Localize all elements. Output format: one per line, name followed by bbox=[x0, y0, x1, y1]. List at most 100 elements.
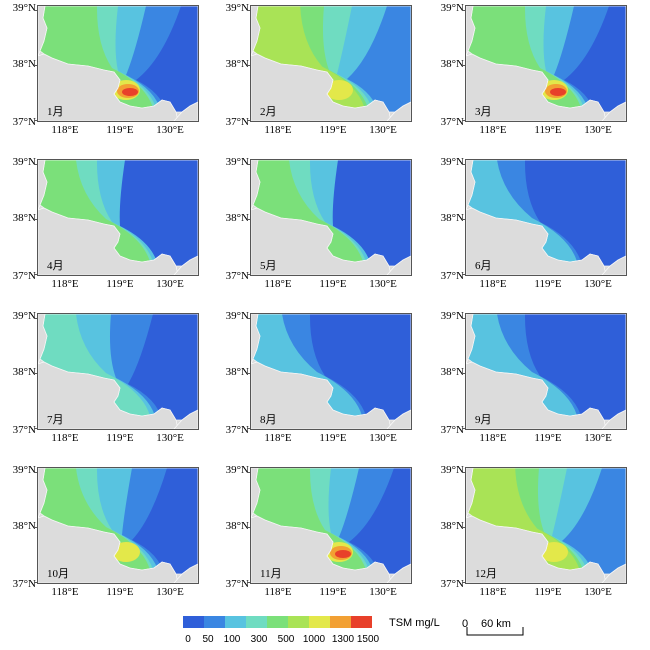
map-panel: 39°N 38°N 37°N 118°E 119°E 130°E 12月 bbox=[428, 462, 628, 612]
y-tick-label: 38°N bbox=[225, 212, 249, 224]
coastline bbox=[252, 314, 411, 421]
x-tick-label: 118°E bbox=[51, 586, 79, 598]
y-tick-label: 39°N bbox=[440, 156, 464, 168]
tsm-map bbox=[465, 159, 627, 276]
tsm-map-svg bbox=[251, 160, 411, 275]
axis-tick bbox=[247, 274, 250, 275]
coastline bbox=[252, 160, 411, 267]
x-tick-label: 130°E bbox=[369, 124, 397, 136]
tsm-map-svg bbox=[466, 468, 626, 583]
tsm-map-svg bbox=[251, 468, 411, 583]
axis-tick bbox=[462, 65, 465, 66]
axis-tick bbox=[462, 219, 465, 220]
legend-tick-label: 1000 bbox=[302, 634, 326, 645]
y-tick-label: 38°N bbox=[440, 520, 464, 532]
axis-tick bbox=[462, 472, 465, 473]
scale-start: 0 bbox=[462, 618, 469, 630]
x-tick-label: 118°E bbox=[264, 278, 292, 290]
legend-swatch bbox=[225, 616, 246, 628]
coastline bbox=[467, 468, 626, 575]
axis-tick bbox=[34, 318, 37, 319]
month-label: 4月 bbox=[47, 260, 64, 272]
x-tick-label: 130°E bbox=[584, 586, 612, 598]
month-label: 7月 bbox=[47, 414, 64, 426]
x-tick-label: 119°E bbox=[534, 432, 562, 444]
coastline bbox=[252, 468, 411, 575]
tsm-map-svg bbox=[38, 468, 198, 583]
month-label: 3月 bbox=[475, 106, 492, 118]
coastline bbox=[39, 468, 198, 575]
y-tick-label: 37°N bbox=[440, 270, 464, 282]
y-tick-label: 38°N bbox=[225, 366, 249, 378]
x-tick-label: 118°E bbox=[51, 432, 79, 444]
y-tick-label: 37°N bbox=[225, 270, 249, 282]
axis-tick bbox=[34, 274, 37, 275]
tsm-map-svg bbox=[38, 6, 198, 121]
x-tick-label: 118°E bbox=[51, 278, 79, 290]
x-tick-label: 118°E bbox=[264, 586, 292, 598]
y-tick-label: 39°N bbox=[440, 464, 464, 476]
y-tick-label: 38°N bbox=[12, 212, 36, 224]
axis-tick bbox=[34, 373, 37, 374]
y-tick-label: 39°N bbox=[225, 2, 249, 14]
legend-swatch bbox=[351, 616, 372, 628]
x-tick-label: 119°E bbox=[534, 278, 562, 290]
axis-tick bbox=[462, 527, 465, 528]
map-panel: 39°N 38°N 37°N 118°E 119°E 130°E 2月 bbox=[213, 0, 413, 150]
y-tick-label: 39°N bbox=[12, 464, 36, 476]
tsm-map-svg bbox=[38, 160, 198, 275]
y-tick-label: 39°N bbox=[225, 156, 249, 168]
tsm-hotspot bbox=[550, 88, 566, 96]
axis-tick bbox=[462, 164, 465, 165]
axis-tick bbox=[247, 428, 250, 429]
scale-bar-line bbox=[466, 627, 524, 636]
month-label: 2月 bbox=[260, 106, 277, 118]
axis-tick bbox=[462, 582, 465, 583]
tsm-legend: TSM mg/L 0 50 100 300 500 1000 1300 1500 bbox=[183, 616, 453, 650]
y-tick-label: 37°N bbox=[440, 116, 464, 128]
month-label: 12月 bbox=[475, 568, 497, 580]
axis-tick bbox=[247, 10, 250, 11]
x-tick-label: 130°E bbox=[584, 432, 612, 444]
y-tick-label: 39°N bbox=[12, 2, 36, 14]
tsm-map-svg bbox=[466, 160, 626, 275]
y-tick-label: 39°N bbox=[440, 2, 464, 14]
map-panel: 39°N 38°N 37°N 118°E 119°E 130°E 4月 bbox=[0, 154, 200, 304]
coastline bbox=[467, 160, 626, 267]
x-tick-label: 130°E bbox=[369, 586, 397, 598]
axis-tick bbox=[34, 219, 37, 220]
tsm-map bbox=[250, 467, 412, 584]
y-tick-label: 38°N bbox=[440, 212, 464, 224]
x-tick-label: 119°E bbox=[106, 124, 134, 136]
scale-bar: 0 60 km bbox=[462, 618, 542, 648]
legend-tick-label: 500 bbox=[277, 634, 295, 645]
y-tick-label: 39°N bbox=[225, 464, 249, 476]
y-tick-label: 39°N bbox=[440, 310, 464, 322]
map-panel: 39°N 38°N 37°N 118°E 119°E 130°E 10月 bbox=[0, 462, 200, 612]
legend-swatch bbox=[267, 616, 288, 628]
x-tick-label: 119°E bbox=[106, 432, 134, 444]
axis-tick bbox=[462, 373, 465, 374]
axis-tick bbox=[462, 120, 465, 121]
map-panel: 39°N 38°N 37°N 118°E 119°E 130°E 8月 bbox=[213, 308, 413, 458]
tsm-hotspot bbox=[122, 88, 138, 96]
coastline bbox=[39, 160, 198, 267]
x-tick-label: 119°E bbox=[319, 586, 347, 598]
axis-tick bbox=[247, 472, 250, 473]
x-tick-label: 118°E bbox=[479, 586, 507, 598]
legend-swatch bbox=[309, 616, 330, 628]
tsm-map bbox=[250, 159, 412, 276]
y-tick-label: 38°N bbox=[12, 58, 36, 70]
axis-tick bbox=[462, 10, 465, 11]
map-panel: 39°N 38°N 37°N 118°E 119°E 130°E 9月 bbox=[428, 308, 628, 458]
axis-tick bbox=[34, 527, 37, 528]
map-panel: 39°N 38°N 37°N 118°E 119°E 130°E 11月 bbox=[213, 462, 413, 612]
coastline bbox=[467, 314, 626, 421]
map-panel: 39°N 38°N 37°N 118°E 119°E 130°E 7月 bbox=[0, 308, 200, 458]
legend-unit: TSM mg/L bbox=[389, 617, 440, 629]
month-label: 5月 bbox=[260, 260, 277, 272]
legend-tick-label: 1500 bbox=[356, 634, 380, 645]
y-tick-label: 38°N bbox=[440, 366, 464, 378]
legend-tick-label: 50 bbox=[202, 634, 214, 645]
month-label: 1月 bbox=[47, 106, 64, 118]
